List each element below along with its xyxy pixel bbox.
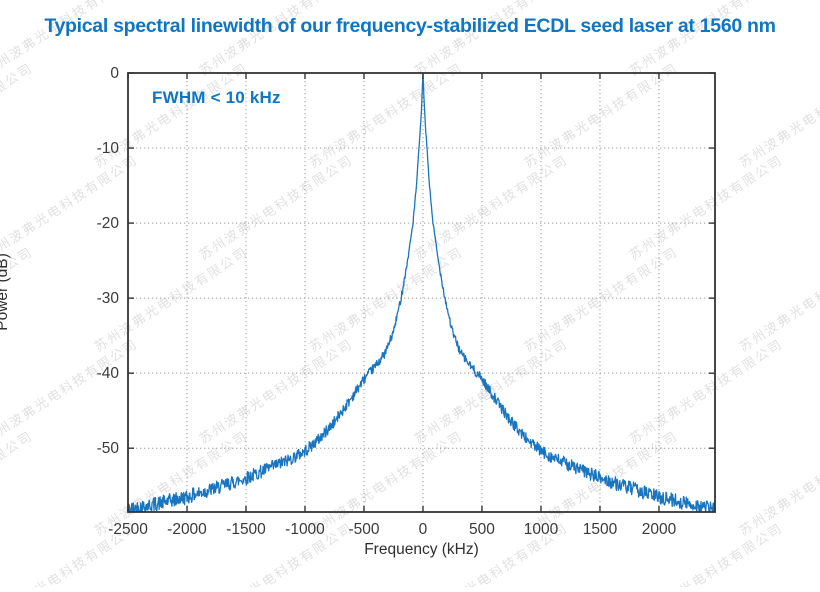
y-tick-label: -50 (97, 440, 120, 457)
y-tick-label: -20 (97, 215, 120, 232)
y-tick-label: -40 (97, 365, 120, 382)
x-tick-label: -1000 (285, 521, 325, 538)
x-tick-label: -2000 (167, 521, 207, 538)
x-tick-label: -1500 (226, 521, 266, 538)
x-tick-label: -500 (348, 521, 379, 538)
x-tick-label: 1500 (583, 521, 618, 538)
spectrum-curve (127, 72, 716, 513)
x-tick-label: 500 (469, 521, 495, 538)
fwhm-annotation: FWHM < 10 kHz (152, 88, 281, 107)
y-tick-label: 0 (110, 65, 119, 82)
y-tick-label: -10 (97, 140, 120, 157)
y-tick-label: -30 (97, 290, 120, 307)
x-tick-label: 0 (419, 521, 428, 538)
y-axis-label: Power (dB) (0, 253, 11, 331)
x-axis-label: Frequency (kHz) (364, 541, 479, 558)
page-title: Typical spectral linewidth of our freque… (44, 15, 776, 37)
x-tick-label: 2000 (642, 521, 677, 538)
x-tick-label: 1000 (524, 521, 559, 538)
plot-border (127, 72, 716, 513)
x-tick-label: -2500 (108, 521, 148, 538)
